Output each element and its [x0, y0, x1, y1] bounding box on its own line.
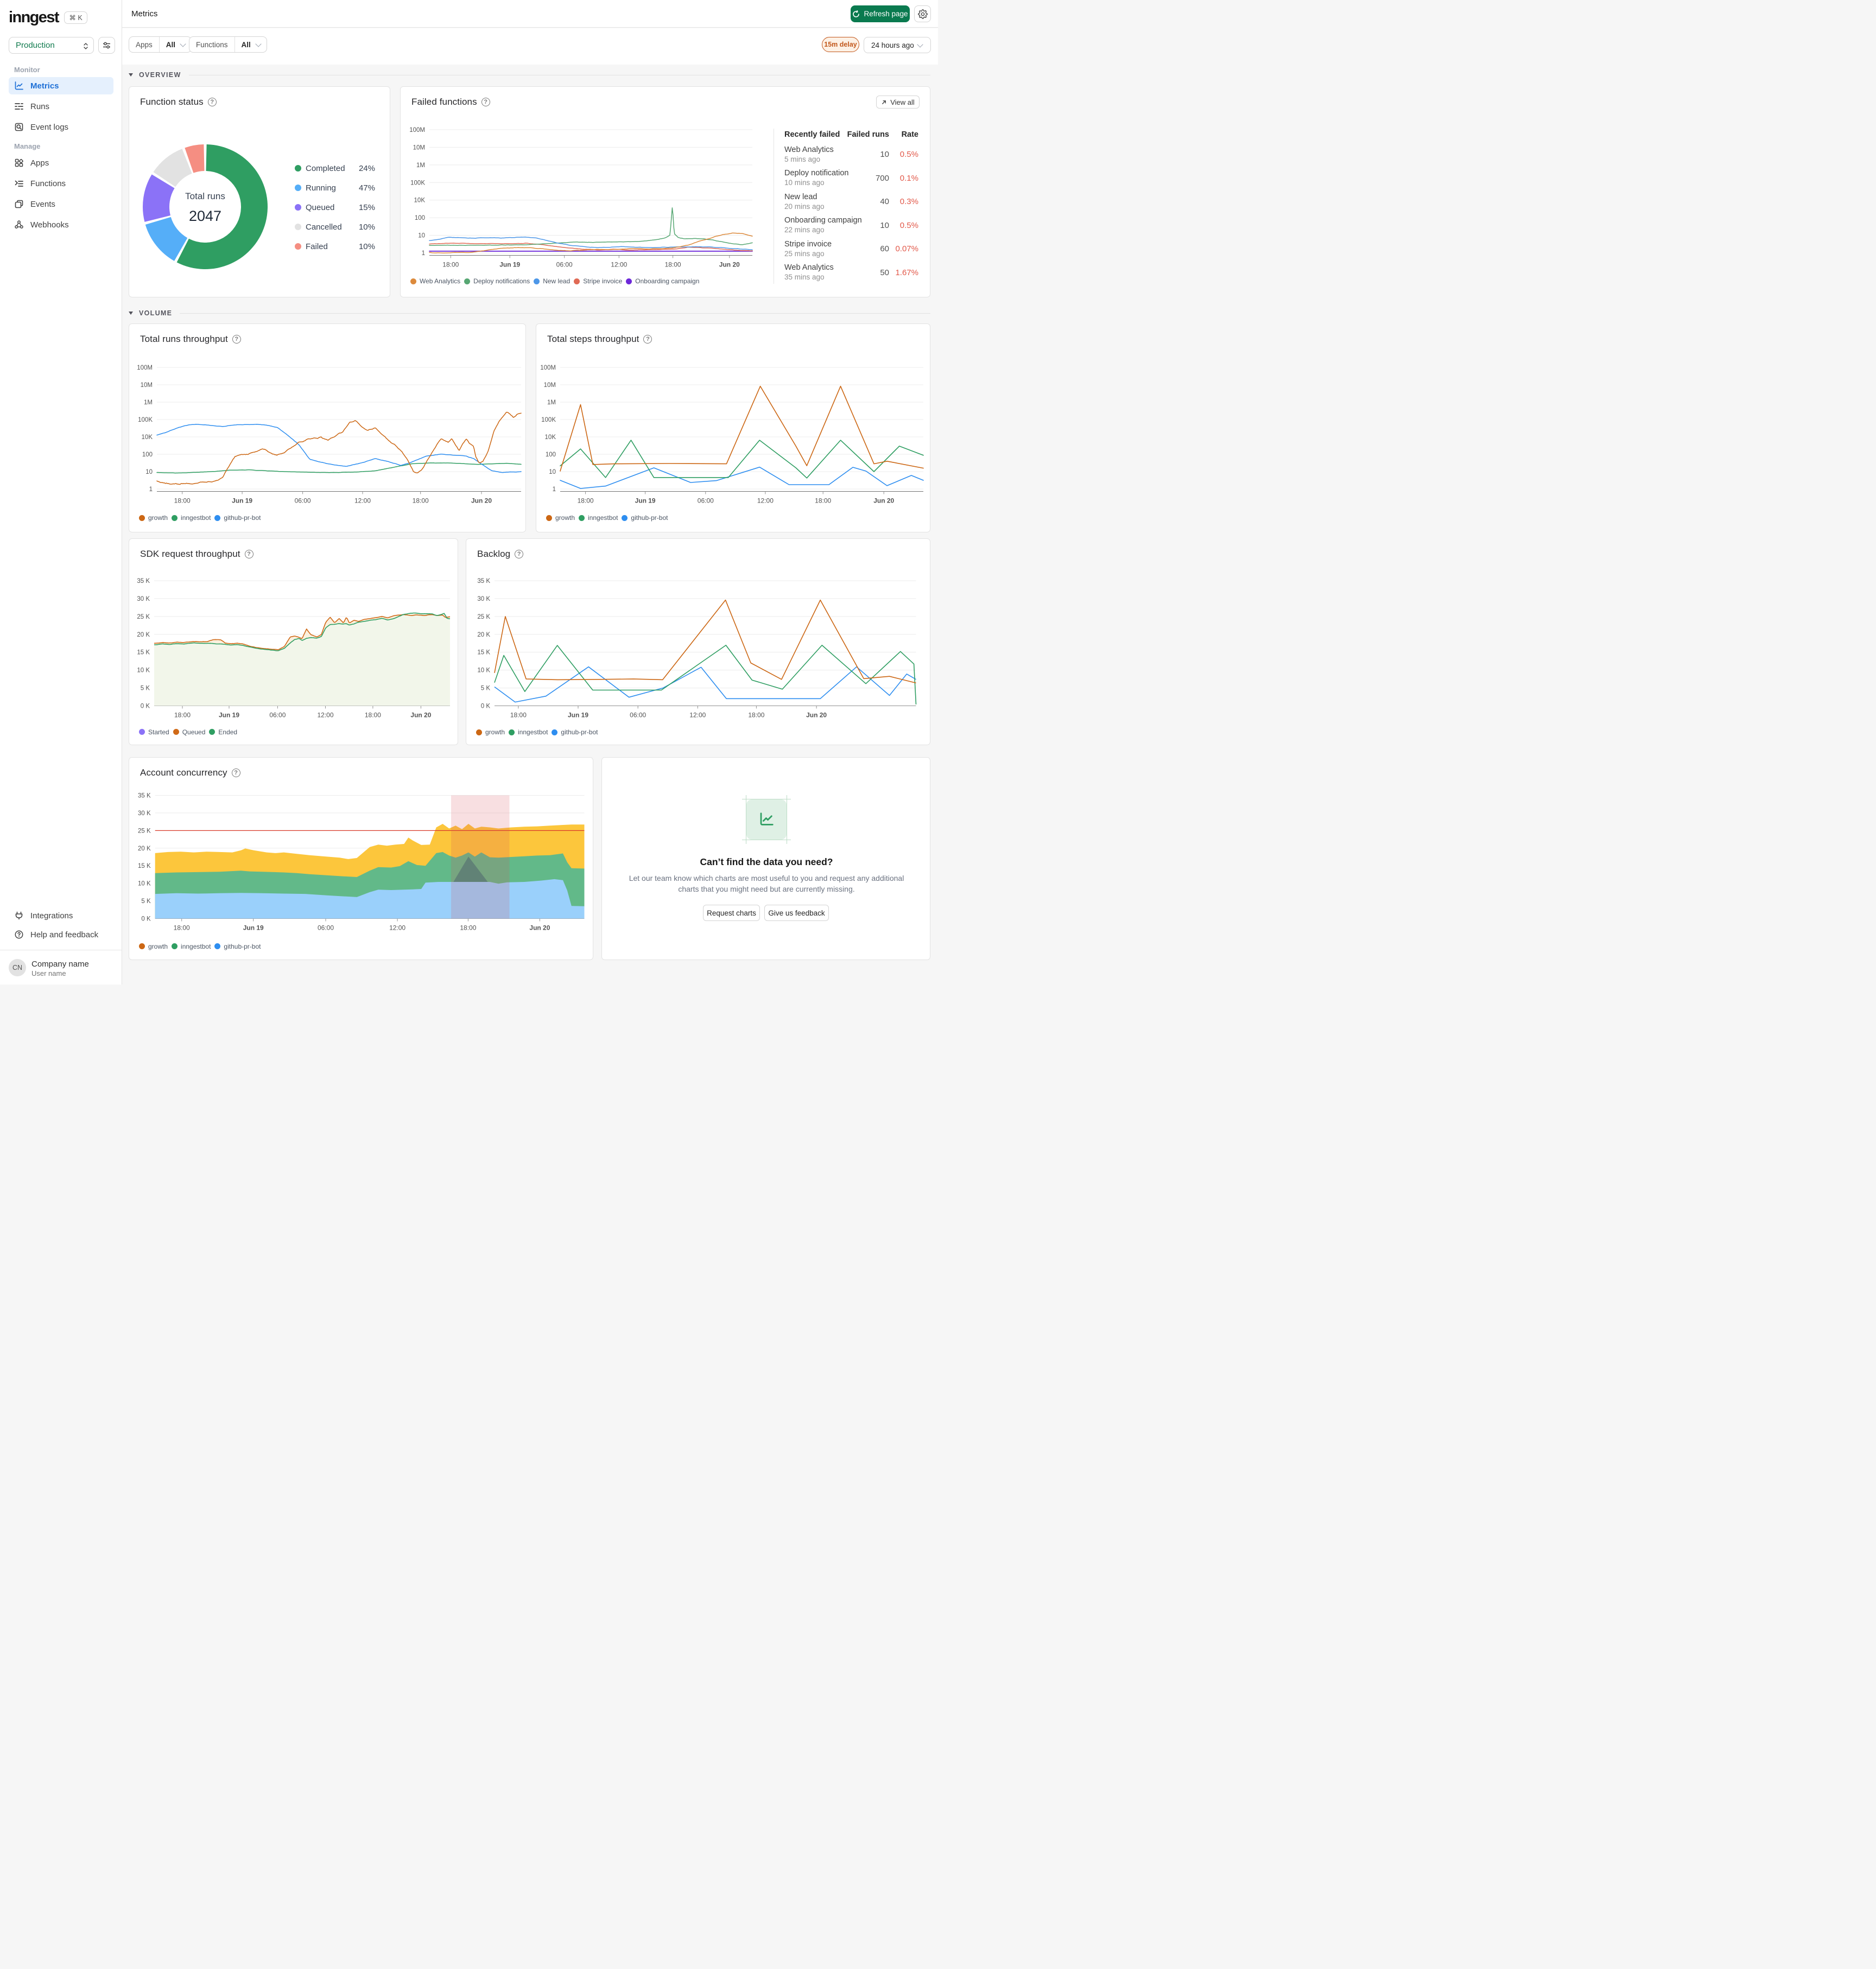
svg-text:0 K: 0 K [481, 703, 491, 710]
svg-text:Jun 19: Jun 19 [219, 712, 239, 719]
svg-text:100M: 100M [409, 127, 425, 134]
svg-text:1M: 1M [144, 399, 153, 406]
svg-text:Jun 20: Jun 20 [529, 924, 550, 932]
svg-text:06:00: 06:00 [269, 712, 286, 719]
svg-text:Total runs: Total runs [185, 191, 225, 201]
svg-text:Jun 20: Jun 20 [719, 261, 740, 269]
svg-text:0 K: 0 K [141, 916, 151, 923]
svg-text:100K: 100K [410, 180, 425, 186]
svg-text:18:00: 18:00 [815, 497, 831, 505]
svg-text:5 K: 5 K [141, 685, 150, 692]
svg-text:18:00: 18:00 [442, 261, 459, 269]
svg-text:12:00: 12:00 [354, 497, 371, 505]
svg-text:12:00: 12:00 [611, 261, 627, 269]
svg-text:10M: 10M [413, 144, 425, 151]
svg-text:1: 1 [422, 250, 425, 257]
svg-text:Jun 20: Jun 20 [806, 712, 827, 719]
svg-text:15 K: 15 K [137, 650, 150, 656]
svg-text:100K: 100K [138, 417, 153, 423]
svg-text:10 K: 10 K [138, 881, 151, 887]
svg-text:1M: 1M [416, 162, 425, 169]
svg-text:10: 10 [145, 469, 153, 475]
svg-text:1: 1 [553, 486, 556, 493]
svg-text:18:00: 18:00 [460, 924, 476, 932]
svg-text:06:00: 06:00 [630, 712, 646, 719]
svg-text:06:00: 06:00 [318, 924, 334, 932]
svg-text:Jun 19: Jun 19 [243, 924, 264, 932]
svg-text:0 K: 0 K [141, 703, 150, 710]
svg-text:100K: 100K [541, 417, 556, 423]
svg-text:10: 10 [418, 233, 425, 239]
svg-text:10M: 10M [544, 382, 556, 389]
svg-text:18:00: 18:00 [174, 924, 190, 932]
svg-text:100: 100 [415, 215, 425, 221]
svg-text:25 K: 25 K [137, 614, 150, 620]
svg-text:06:00: 06:00 [698, 497, 714, 505]
svg-text:Jun 19: Jun 19 [499, 261, 520, 269]
svg-text:18:00: 18:00 [365, 712, 381, 719]
svg-text:Jun 20: Jun 20 [410, 712, 431, 719]
svg-text:20 K: 20 K [138, 846, 151, 852]
svg-text:18:00: 18:00 [748, 712, 764, 719]
svg-text:Jun 20: Jun 20 [873, 497, 894, 505]
svg-text:10 K: 10 K [477, 668, 490, 674]
svg-text:35 K: 35 K [138, 793, 151, 799]
svg-text:06:00: 06:00 [295, 497, 311, 505]
svg-text:30 K: 30 K [138, 810, 151, 817]
svg-text:30 K: 30 K [477, 596, 490, 602]
svg-text:10M: 10M [141, 382, 153, 389]
svg-text:10K: 10K [414, 198, 426, 204]
svg-text:12:00: 12:00 [389, 924, 405, 932]
svg-text:10K: 10K [545, 434, 556, 441]
svg-text:18:00: 18:00 [510, 712, 527, 719]
svg-text:100M: 100M [137, 365, 153, 371]
svg-text:18:00: 18:00 [665, 261, 681, 269]
svg-text:1: 1 [149, 486, 153, 493]
svg-text:35 K: 35 K [137, 578, 150, 585]
svg-text:18:00: 18:00 [413, 497, 429, 505]
svg-text:25 K: 25 K [477, 614, 490, 620]
svg-text:18:00: 18:00 [174, 497, 191, 505]
svg-text:10K: 10K [142, 434, 153, 441]
svg-text:100: 100 [546, 452, 556, 458]
svg-text:1M: 1M [547, 399, 556, 406]
svg-text:12:00: 12:00 [757, 497, 774, 505]
svg-text:2047: 2047 [189, 208, 221, 224]
svg-text:20 K: 20 K [477, 632, 490, 638]
svg-text:06:00: 06:00 [556, 261, 573, 269]
svg-text:15 K: 15 K [138, 863, 151, 869]
svg-text:100: 100 [142, 452, 153, 458]
svg-text:12:00: 12:00 [317, 712, 333, 719]
svg-text:Jun 20: Jun 20 [471, 497, 492, 505]
svg-text:15 K: 15 K [477, 650, 490, 656]
svg-text:10 K: 10 K [137, 668, 150, 674]
svg-text:18:00: 18:00 [174, 712, 191, 719]
svg-text:30 K: 30 K [137, 596, 150, 602]
svg-text:Jun 19: Jun 19 [568, 712, 588, 719]
svg-text:100M: 100M [540, 365, 556, 371]
svg-text:25 K: 25 K [138, 828, 151, 834]
svg-text:5 K: 5 K [481, 685, 491, 692]
svg-text:Jun 19: Jun 19 [232, 497, 252, 505]
svg-text:20 K: 20 K [137, 632, 150, 638]
svg-text:12:00: 12:00 [689, 712, 706, 719]
svg-text:Jun 19: Jun 19 [635, 497, 656, 505]
svg-text:18:00: 18:00 [578, 497, 594, 505]
svg-text:5 K: 5 K [141, 898, 151, 905]
svg-text:35 K: 35 K [477, 578, 490, 585]
svg-text:10: 10 [549, 469, 556, 475]
